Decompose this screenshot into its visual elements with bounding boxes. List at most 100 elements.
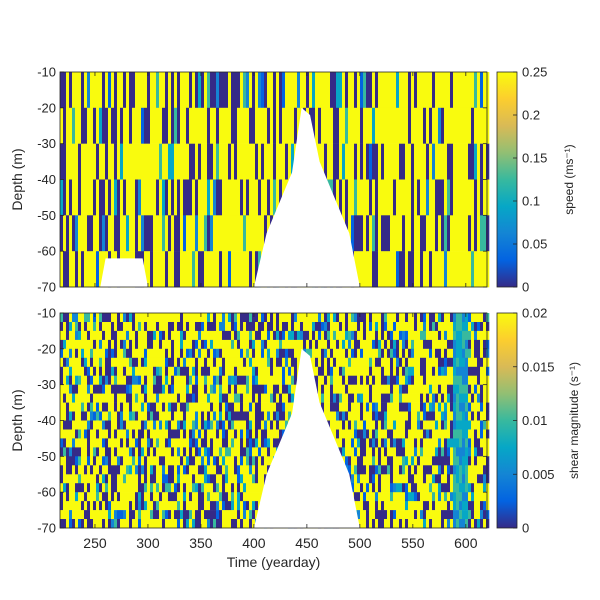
shear-cell: [447, 366, 451, 377]
shear-cell: [306, 330, 310, 341]
shear-cell: [369, 357, 373, 368]
shear-cell: [156, 474, 160, 484]
shear-cell: [408, 393, 412, 403]
shear-cell: [336, 393, 340, 403]
shear-cell: [240, 411, 244, 421]
shear-cell: [207, 483, 211, 493]
shear-cell: [117, 465, 121, 475]
shear-cell: [234, 465, 238, 475]
shear-cell: [423, 510, 427, 520]
speed-cell: [450, 251, 454, 288]
shear-cell: [369, 456, 373, 466]
speed-x-ticks: [94, 72, 467, 287]
speed-cell: [249, 72, 253, 109]
shear-cell: [72, 366, 76, 377]
shear-cell: [87, 339, 91, 350]
speed-cell: [180, 179, 184, 216]
speed-cell: [453, 143, 457, 180]
shear-cell: [114, 322, 118, 332]
shear-cell: [84, 322, 88, 332]
speed-cell: [180, 251, 184, 288]
shear-cell: [114, 339, 118, 350]
shear-cell: [378, 474, 382, 484]
shear-cell: [357, 438, 361, 448]
shear-cell: [150, 501, 154, 511]
shear-cell: [81, 322, 85, 332]
speed-cell: [165, 251, 169, 288]
speed-cell: [273, 143, 277, 180]
shear-cell: [258, 402, 262, 412]
shear-cell: [465, 492, 469, 502]
speed-cell: [123, 179, 127, 216]
shear-cell: [348, 420, 352, 430]
shear-cell: [138, 456, 142, 466]
shear-cell: [264, 393, 268, 403]
shear-cell: [63, 322, 67, 332]
shear-cell: [90, 339, 94, 350]
speed-cell: [204, 251, 208, 288]
shear-cell: [264, 438, 268, 448]
shear-cell: [237, 393, 241, 403]
shear-cell: [420, 447, 424, 457]
shear-cell: [81, 402, 85, 412]
speed-cell: [474, 143, 478, 180]
shear-cell: [432, 313, 436, 323]
shear-cell: [90, 322, 94, 332]
shear-cell: [66, 501, 70, 511]
shear-cell: [300, 313, 304, 323]
shear-cell: [111, 420, 115, 430]
shear-cell: [63, 348, 67, 359]
shear-cell: [75, 375, 79, 385]
shear-cell: [273, 366, 277, 377]
shear-cell: [279, 384, 283, 394]
shear-cell: [240, 456, 244, 466]
speed-cell: [180, 107, 184, 144]
speed-cell: [261, 143, 265, 180]
shear-data-gap: [253, 348, 360, 528]
shear-cell: [408, 330, 412, 341]
shear-cell: [126, 384, 130, 394]
shear-cell: [417, 519, 421, 529]
speed-cell: [114, 107, 118, 144]
shear-cell: [423, 357, 427, 368]
shear-cell: [372, 474, 376, 484]
shear-cell: [366, 411, 370, 421]
shear-cell: [369, 438, 373, 448]
shear-cell: [459, 474, 463, 484]
shear-cell: [366, 483, 370, 493]
speed-cell: [477, 179, 481, 216]
shear-cell: [171, 492, 175, 502]
shear-cell: [393, 447, 397, 457]
shear-cell: [204, 375, 208, 385]
shear-cell: [258, 447, 262, 457]
shear-cell: [201, 330, 205, 341]
shear-cell: [195, 411, 199, 421]
shear-cell: [456, 429, 460, 439]
shear-cell: [276, 384, 280, 394]
speed-cell: [210, 179, 214, 216]
shear-cell: [435, 330, 439, 341]
shear-cell: [456, 465, 460, 475]
shear-cell: [153, 330, 157, 341]
speed-cell: [381, 72, 385, 109]
shear-cell: [477, 447, 481, 457]
speed-cell: [177, 143, 181, 180]
shear-cell: [441, 474, 445, 484]
shear-cell: [75, 313, 79, 323]
speed-cell: [111, 107, 115, 144]
shear-cell: [438, 402, 442, 412]
speed-cell: [408, 143, 412, 180]
shear-cell: [333, 339, 337, 350]
shear-cell: [126, 501, 130, 511]
shear-cell: [456, 357, 460, 368]
speed-cell: [441, 107, 445, 144]
shear-cell: [426, 438, 430, 448]
shear-cell: [96, 429, 100, 439]
shear-cell: [198, 474, 202, 484]
speed-cell: [78, 143, 82, 180]
shear-cell: [117, 492, 121, 502]
shear-cell: [93, 429, 97, 439]
shear-cell: [237, 456, 241, 466]
shear-cell: [426, 366, 430, 377]
shear-cell: [132, 330, 136, 341]
